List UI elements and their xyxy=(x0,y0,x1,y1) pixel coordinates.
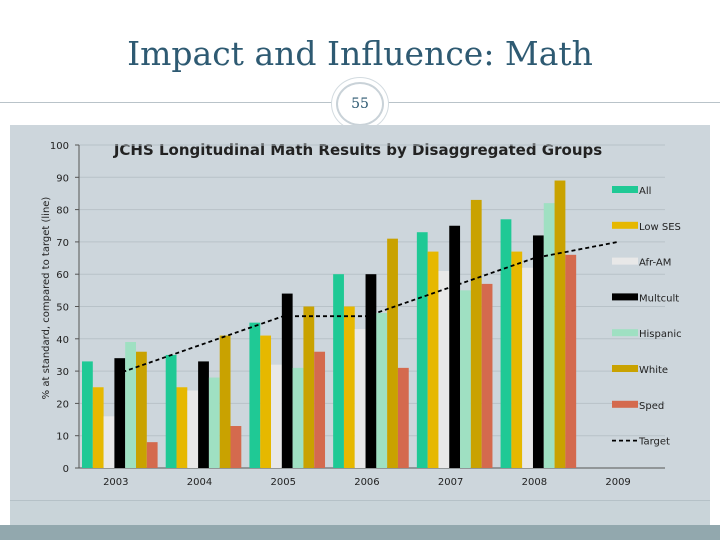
legend-swatch-white xyxy=(612,365,638,372)
bar-afr-am-2003 xyxy=(103,416,115,468)
y-tick-label-60: 60 xyxy=(56,270,69,281)
bar-sped-2003 xyxy=(146,442,158,468)
bar-afr-am-2007 xyxy=(438,270,450,468)
legend-swatch-hispanic xyxy=(612,329,638,337)
legend-swatch-multcult xyxy=(612,293,638,301)
bar-afr-am-2004 xyxy=(187,390,199,468)
bar-sped-2007 xyxy=(481,283,493,468)
y-tick-label-100: 100 xyxy=(50,141,69,152)
bar-low-ses-2005 xyxy=(260,335,272,468)
y-tick-label-70: 70 xyxy=(56,238,69,249)
bar-low-ses-2004 xyxy=(176,387,188,468)
legend-swatch-afr-am xyxy=(612,257,638,265)
legend-label-all: All xyxy=(639,186,651,197)
legend-swatch-low-ses xyxy=(612,221,638,229)
legend: All Low SES Afr-AM Multcult Hispanic White Spe… xyxy=(612,186,682,448)
bar-multcult-2005 xyxy=(281,293,293,468)
x-tick-label-2004: 2004 xyxy=(187,477,212,488)
legend-label-multcult: Multcult xyxy=(639,293,679,304)
bars xyxy=(82,180,577,468)
bar-multcult-2003 xyxy=(114,358,126,468)
bar-hispanic-2007 xyxy=(460,290,471,468)
page-number-badge: 55 xyxy=(336,82,384,126)
y-tick-label-90: 90 xyxy=(56,173,69,184)
bar-white-2004 xyxy=(219,335,231,468)
y-tick-label-30: 30 xyxy=(56,367,69,378)
bar-all-2004 xyxy=(165,354,177,468)
bar-low-ses-2003 xyxy=(92,387,104,468)
bar-multcult-2006 xyxy=(365,274,377,468)
x-axis-ticks: 2003 2004 2005 2006 2007 2008 2009 xyxy=(103,477,631,488)
footer-bar xyxy=(0,525,720,540)
slide-title: Impact and Influence: Math xyxy=(127,34,593,73)
y-axis-label: % at standard, compared to target (line) xyxy=(41,197,52,400)
y-tick-label-20: 20 xyxy=(56,399,69,410)
y-tick-label-10: 10 xyxy=(56,432,69,443)
bar-multcult-2007 xyxy=(449,225,461,468)
legend-label-afr-am: Afr-AM xyxy=(639,258,671,269)
x-tick-label-2005: 2005 xyxy=(271,477,296,488)
bar-low-ses-2008 xyxy=(511,251,523,468)
bar-all-2008 xyxy=(500,219,512,468)
y-tick-label-80: 80 xyxy=(56,206,69,217)
x-tick-label-2008: 2008 xyxy=(522,477,547,488)
legend-swatch-all xyxy=(612,186,638,193)
x-tick-label-2006: 2006 xyxy=(354,477,379,488)
bar-all-2006 xyxy=(333,274,344,468)
legend-label-low-ses: Low SES xyxy=(639,222,681,233)
bar-sped-2008 xyxy=(565,254,577,468)
bar-sped-2004 xyxy=(230,426,242,468)
bar-all-2003 xyxy=(82,361,93,468)
target-line xyxy=(115,241,619,376)
bar-multcult-2008 xyxy=(532,235,544,468)
bar-afr-am-2005 xyxy=(271,364,282,468)
y-axis-ticks: 0 10 20 30 40 50 60 70 80 90 100 xyxy=(50,141,79,475)
bar-white-2008 xyxy=(554,180,566,468)
x-tick-label-2003: 2003 xyxy=(103,477,128,488)
bar-sped-2006 xyxy=(397,367,409,468)
bar-afr-am-2008 xyxy=(522,267,533,468)
bar-multcult-2004 xyxy=(198,361,209,468)
y-tick-label-0: 0 xyxy=(63,464,69,475)
legend-swatch-sped xyxy=(612,400,638,408)
x-tick-label-2009: 2009 xyxy=(605,477,630,488)
bar-all-2007 xyxy=(416,232,428,468)
chart-title: JCHS Longitudinal Math Results by Disagg… xyxy=(113,141,602,159)
y-tick-label-40: 40 xyxy=(56,335,69,346)
footer-strip xyxy=(10,500,710,526)
bar-white-2005 xyxy=(303,306,315,468)
bar-afr-am-2006 xyxy=(354,329,366,468)
legend-label-white: White xyxy=(639,365,668,376)
bar-hispanic-2004 xyxy=(208,377,220,468)
bar-white-2003 xyxy=(136,351,147,468)
bar-hispanic-2008 xyxy=(543,203,555,468)
bar-all-2005 xyxy=(249,322,261,468)
y-tick-label-50: 50 xyxy=(56,303,69,314)
bar-hispanic-2005 xyxy=(292,367,304,468)
x-tick-label-2007: 2007 xyxy=(438,477,463,488)
bar-hispanic-2006 xyxy=(376,312,388,468)
legend-label-hispanic: Hispanic xyxy=(639,329,682,340)
bar-white-2006 xyxy=(387,238,398,468)
legend-label-target: Target xyxy=(638,437,670,448)
legend-label-sped: Sped xyxy=(639,401,664,412)
bar-white-2007 xyxy=(470,199,482,468)
bar-low-ses-2007 xyxy=(427,251,439,468)
bar-low-ses-2006 xyxy=(343,306,355,468)
bar-hispanic-2003 xyxy=(125,342,136,468)
bar-sped-2005 xyxy=(314,351,326,468)
target-line-group xyxy=(115,241,619,376)
